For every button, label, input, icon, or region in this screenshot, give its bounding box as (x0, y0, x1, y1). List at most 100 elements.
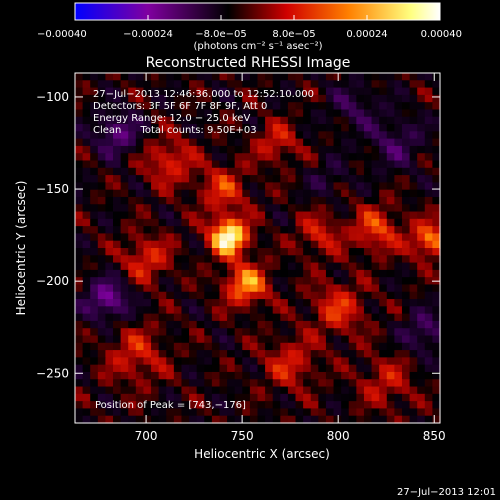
heatmap-cell (341, 87, 350, 96)
heatmap-cell (401, 80, 411, 89)
heatmap-cell (325, 357, 335, 366)
heatmap-cell (158, 306, 167, 315)
heatmap-cell (158, 160, 167, 169)
heatmap-cell (135, 342, 145, 351)
heatmap-cell (371, 73, 380, 81)
heatmap-cell (417, 386, 426, 395)
heatmap-cell (356, 80, 365, 89)
heatmap-cell (379, 189, 388, 198)
heatmap-cell (75, 182, 84, 191)
heatmap-cell (379, 386, 388, 395)
heatmap-cell (120, 379, 129, 388)
heatmap-cell (432, 175, 441, 183)
heatmap-cell (341, 313, 350, 322)
heatmap-cell (113, 313, 122, 322)
heatmap-cell (90, 248, 99, 256)
heatmap-cell (204, 408, 213, 417)
heatmap-cell (196, 182, 205, 191)
heatmap-cell (143, 189, 152, 198)
heatmap-cell (158, 131, 167, 140)
heatmap-cell (204, 262, 213, 271)
heatmap-cell (401, 204, 411, 213)
heatmap-cell (204, 204, 213, 213)
heatmap-cell (135, 218, 145, 227)
heatmap-cell (234, 189, 243, 198)
heatmap-cell (105, 269, 114, 278)
heatmap-cell (204, 233, 213, 242)
heatmap-cell (128, 408, 137, 417)
heatmap-cell (348, 364, 357, 373)
heatmap-cell (204, 284, 213, 293)
heatmap-cell (189, 73, 198, 81)
heatmap-cell (120, 102, 129, 111)
heatmap-cell (333, 94, 342, 103)
heatmap-cell (211, 277, 221, 286)
heatmap-cell (310, 415, 319, 424)
heatmap-cell (204, 196, 213, 205)
heatmap-cell (97, 350, 107, 358)
y-tick-label: −150 (36, 182, 69, 196)
heatmap-cell (318, 109, 327, 118)
heatmap-cell (90, 80, 99, 89)
heatmap-cell (386, 277, 395, 286)
heatmap-cell (219, 342, 228, 351)
heatmap-cell (417, 357, 426, 366)
heatmap-cell (272, 364, 281, 373)
heatmap-cell (386, 350, 395, 358)
heatmap-cell (120, 277, 129, 286)
heatmap-cell (371, 415, 380, 424)
heatmap-cell (303, 386, 312, 395)
heatmap-cell (227, 386, 236, 395)
heatmap-cell (303, 73, 312, 81)
heatmap-cell (432, 153, 441, 162)
heatmap-cell (189, 138, 198, 147)
heatmap-cell (105, 291, 114, 300)
heatmap-cell (257, 233, 266, 242)
heatmap-cell (386, 408, 395, 417)
heatmap-cell (424, 269, 433, 278)
heatmap-cell (181, 386, 190, 395)
heatmap-cell (371, 269, 380, 278)
heatmap-cell (158, 138, 167, 147)
heatmap-cell (113, 364, 122, 373)
heatmap-cell (173, 364, 183, 373)
heatmap-cell (211, 175, 221, 183)
heatmap-cell (287, 269, 297, 278)
heatmap-cell (242, 240, 251, 249)
heatmap-cell (417, 255, 426, 264)
heatmap-cell (356, 240, 365, 249)
heatmap-cell (173, 196, 183, 205)
heatmap-cell (348, 401, 357, 410)
heatmap-cell (181, 262, 190, 271)
heatmap-cell (135, 328, 145, 337)
heatmap-cell (227, 116, 236, 125)
heatmap-cell (295, 138, 304, 147)
heatmap-cell (257, 226, 266, 235)
heatmap-cell (90, 204, 99, 213)
heatmap-cell (341, 299, 350, 307)
heatmap-cell (287, 116, 297, 125)
heatmap-cell (424, 350, 433, 358)
heatmap-cell (272, 131, 281, 140)
heatmap-cell (249, 138, 259, 147)
heatmap-cell (189, 255, 198, 264)
heatmap-cell (75, 196, 84, 205)
heatmap-cell (394, 401, 403, 410)
heatmap-cell (219, 335, 228, 344)
heatmap-cell (265, 364, 274, 373)
heatmap-cell (196, 248, 205, 256)
heatmap-cell (386, 335, 395, 344)
heatmap-cell (371, 393, 380, 402)
heatmap-cell (82, 94, 91, 103)
heatmap-cell (272, 138, 281, 147)
heatmap-cell (113, 342, 122, 351)
heatmap-cell (401, 189, 411, 198)
heatmap-cell (318, 138, 327, 147)
heatmap-cell (249, 160, 259, 169)
heatmap-cell (181, 291, 190, 300)
heatmap-cell (417, 299, 426, 307)
heatmap-cell (173, 73, 183, 81)
heatmap-cell (196, 350, 205, 358)
heatmap-cell (113, 328, 122, 337)
heatmap-cell (401, 415, 411, 424)
